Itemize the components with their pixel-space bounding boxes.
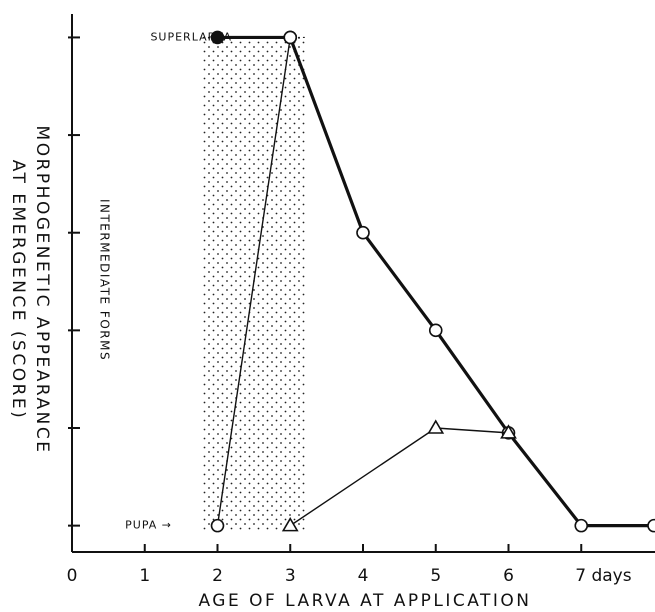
marker — [210, 30, 225, 45]
series-line — [216, 37, 291, 526]
marker — [428, 323, 443, 338]
y-axis-title: AT EMERGENCE (SCORE) — [8, 160, 28, 421]
series-line — [289, 427, 509, 527]
y-axis-title: MORPHOGENETIC APPEARANCE — [32, 126, 52, 455]
x-tick-label: 3 — [285, 566, 296, 586]
x-tick-label: 4 — [358, 566, 369, 586]
x-axis-title: AGE OF LARVA AT APPLICATION — [198, 591, 531, 611]
x-tick-label: 5 — [430, 566, 441, 586]
x-tick-label: 7 days — [575, 566, 631, 586]
y-tick-label: PUPA → — [125, 519, 172, 532]
marker — [427, 419, 445, 434]
marker — [356, 225, 370, 240]
marker — [500, 424, 517, 439]
x-tick-label: 6 — [503, 566, 514, 586]
x-tick-label: 2 — [212, 566, 223, 586]
x-tick-label: 1 — [139, 566, 150, 586]
marker — [210, 518, 225, 533]
marker — [281, 517, 299, 532]
marker — [574, 518, 589, 533]
marker — [283, 30, 298, 45]
y-tick-label: SUPERLARVA — [150, 30, 232, 43]
annotation: INTERMEDIATE FORMS — [98, 199, 112, 361]
x-tick-label: 0 — [67, 566, 78, 586]
marker — [647, 518, 655, 533]
